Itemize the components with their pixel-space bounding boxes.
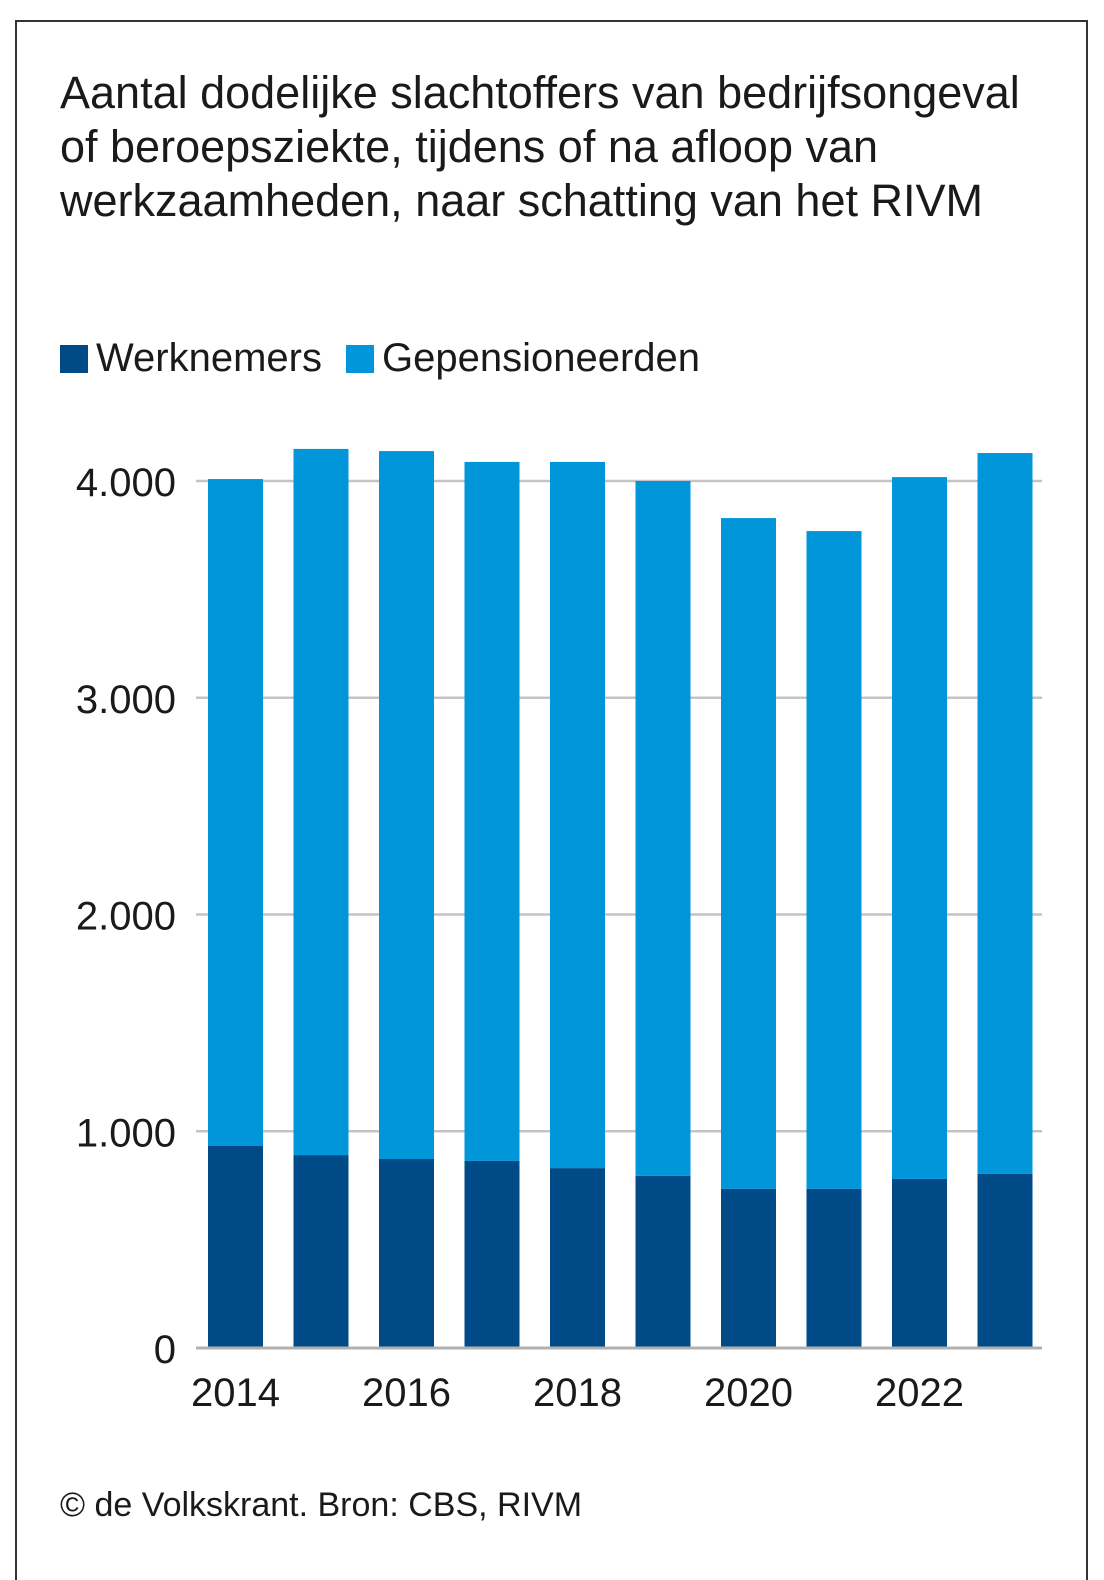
y-tick-label: 0 <box>154 1328 176 1372</box>
x-tick-label: 2018 <box>533 1371 622 1415</box>
bar-gepensioneerden-2016 <box>379 451 434 1159</box>
legend-swatch-gepensioneerden <box>345 344 374 373</box>
legend-item-gepensioneerden: Gepensioneerden <box>345 336 701 381</box>
bar-gepensioneerden-2018 <box>550 461 605 1169</box>
bar-gepensioneerden-2022 <box>892 477 947 1179</box>
y-tick-label: 1.000 <box>76 1111 176 1155</box>
chart-frame <box>15 20 1088 1580</box>
bar-gepensioneerden-2014 <box>208 479 263 1146</box>
source-credit: © de Volkskrant. Bron: CBS, RIVM <box>60 1486 583 1524</box>
bar-gepensioneerden-2023 <box>977 453 1033 1174</box>
bar-gepensioneerden-2021 <box>806 531 862 1189</box>
bar-werknemers-2023 <box>977 1173 1033 1348</box>
legend-swatch-werknemers <box>60 344 88 373</box>
x-tick-label: 2016 <box>362 1371 451 1415</box>
bar-werknemers-2014 <box>208 1145 263 1348</box>
bar-werknemers-2016 <box>379 1158 434 1348</box>
bar-werknemers-2021 <box>806 1188 862 1348</box>
y-tick-label: 4.000 <box>76 461 176 505</box>
bar-werknemers-2019 <box>635 1175 691 1348</box>
y-tick-label: 3.000 <box>76 678 176 722</box>
bar-werknemers-2018 <box>550 1168 605 1348</box>
bar-werknemers-2017 <box>464 1160 520 1348</box>
bar-gepensioneerden-2015 <box>293 448 349 1156</box>
bar-gepensioneerden-2017 <box>464 461 520 1161</box>
legend-label-gepensioneerden: Gepensioneerden <box>381 336 701 380</box>
legend: Werknemers Gepensioneerden <box>60 336 724 381</box>
bar-werknemers-2022 <box>892 1178 947 1348</box>
bar-werknemers-2015 <box>293 1155 349 1348</box>
chart-title: Aantal dodelijke slachtoffers van bedrij… <box>60 67 1020 226</box>
x-tick-label: 2022 <box>875 1371 964 1415</box>
bar-gepensioneerden-2020 <box>721 518 776 1189</box>
bar-gepensioneerden-2019 <box>635 481 691 1176</box>
y-tick-label: 2.000 <box>76 895 176 939</box>
x-tick-label: 2020 <box>704 1371 793 1415</box>
legend-label-werknemers: Werknemers <box>96 336 322 380</box>
x-tick-label: 2014 <box>191 1371 280 1415</box>
bar-werknemers-2020 <box>721 1188 776 1348</box>
legend-item-werknemers: Werknemers <box>60 336 322 381</box>
